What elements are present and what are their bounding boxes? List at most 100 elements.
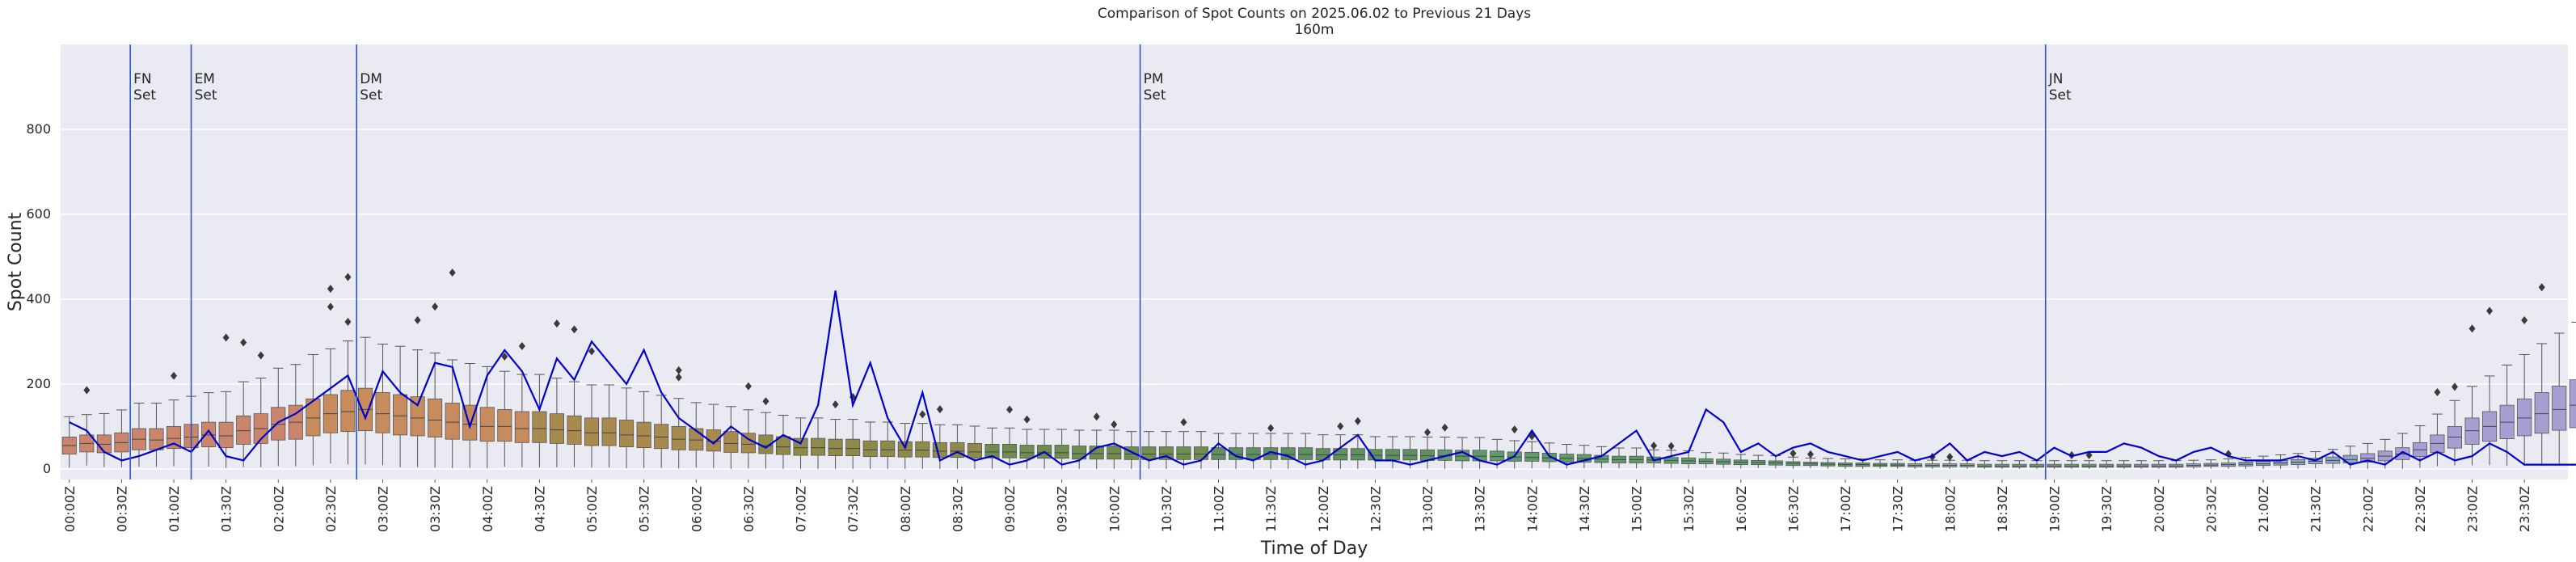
box [915,441,930,458]
x-tick-label: 15:00Z [1629,486,1645,532]
box [393,394,408,436]
box [567,415,582,445]
y-tick-label: 200 [26,376,51,391]
x-tick-label: 21:30Z [2308,486,2324,532]
plot-area [61,44,2568,480]
outlier-point [449,268,456,277]
x-tick-label: 07:30Z [845,486,861,532]
outlier-point [1790,449,1797,458]
x-tick-label: 12:30Z [1368,486,1383,532]
x-tick-label: 14:30Z [1577,486,1592,532]
box [723,431,739,453]
x-tick-label: 04:00Z [480,486,495,532]
box [1541,453,1557,463]
box [2395,447,2410,460]
box [654,424,669,450]
outlier-point [1441,423,1448,432]
x-tick-label: 09:00Z [1002,486,1018,532]
box [2534,391,2549,434]
box [1350,448,1365,461]
x-tick-label: 17:00Z [1838,486,1853,532]
box [671,425,686,450]
box [306,398,321,437]
box [514,411,529,443]
outlier-point [240,338,247,347]
outlier-point [2434,387,2441,396]
x-tick-label: 03:00Z [376,486,391,532]
outlier-point [2486,306,2494,315]
x-tick-label: 20:30Z [2203,486,2219,532]
outlier-point [501,353,508,361]
x-tick-label: 13:00Z [1420,486,1436,532]
x-tick-label: 23:30Z [2517,486,2532,532]
box [828,438,843,457]
box [2569,379,2576,429]
box [167,425,182,450]
box [1193,446,1208,460]
box [636,421,651,449]
outlier-point [762,397,769,406]
box [1211,447,1226,460]
box [497,408,512,442]
outlier-point [327,302,334,311]
x-tick-label: 13:30Z [1473,486,1488,532]
x-tick-label: 02:00Z [271,486,286,532]
marker-label: Set [133,87,156,104]
y-tick-label: 800 [26,121,51,137]
x-tick-label: 07:00Z [794,486,809,532]
outlier-point [83,386,91,395]
box [967,442,982,458]
x-tick-label: 06:00Z [689,486,704,532]
today-line-group [69,290,2576,466]
outlier-point [1807,450,1814,458]
x-tick-label: 01:00Z [167,486,182,532]
x-axis-label: Time of Day [1260,539,1368,559]
x-tick-label: 05:30Z [637,486,652,532]
box [811,437,826,456]
box [218,421,234,449]
outlier-point [2451,382,2458,391]
x-tick-label: 18:30Z [1995,486,2010,532]
box [1385,449,1400,461]
y-tick-label: 400 [26,291,51,306]
x-tick-label: 05:00Z [584,486,600,532]
box [375,391,390,433]
x-tick-label: 09:30Z [1055,486,1070,532]
outlier-point [327,285,334,294]
chart-title: Comparison of Spot Counts on 2025.06.02 … [1098,6,1531,22]
outlier-point [171,371,178,380]
box [1524,452,1540,462]
x-tick-label: 14:00Z [1524,486,1540,532]
outlier-point [2468,324,2476,333]
x-tick-label: 16:30Z [1785,486,1801,532]
box [2360,453,2376,463]
x-tick-label: 22:30Z [2413,486,2428,532]
x-tick-label: 23:00Z [2465,486,2481,532]
box [532,411,547,443]
x-tick-label: 00:30Z [114,486,129,532]
outlier-point [675,373,682,382]
box [1107,446,1122,460]
marker-label: DM [360,71,382,87]
y-ticks: 0 200 400 600 800 [26,121,51,476]
outlier-point [257,351,264,360]
box [1315,448,1330,461]
box [201,421,217,447]
box [1176,446,1191,460]
outlier-point [1267,424,1275,433]
outlier-point [588,347,596,356]
x-tick-label: 21:00Z [2256,486,2271,532]
outlier-point [1946,452,1954,461]
marker-label: Set [2049,87,2072,104]
x-tick-label: 00:00Z [62,486,78,532]
x-tick-label: 08:30Z [950,486,965,532]
box [1054,445,1069,459]
marker-label: PM [1144,71,1164,87]
box [271,407,286,441]
x-tick-label: 15:30Z [1681,486,1697,532]
x-tick-label: 19:00Z [2047,486,2063,532]
y-tick-label: 0 [43,461,51,476]
box [1298,447,1313,460]
x-tick-label: 02:30Z [323,486,339,532]
marker-label: Set [195,87,217,104]
